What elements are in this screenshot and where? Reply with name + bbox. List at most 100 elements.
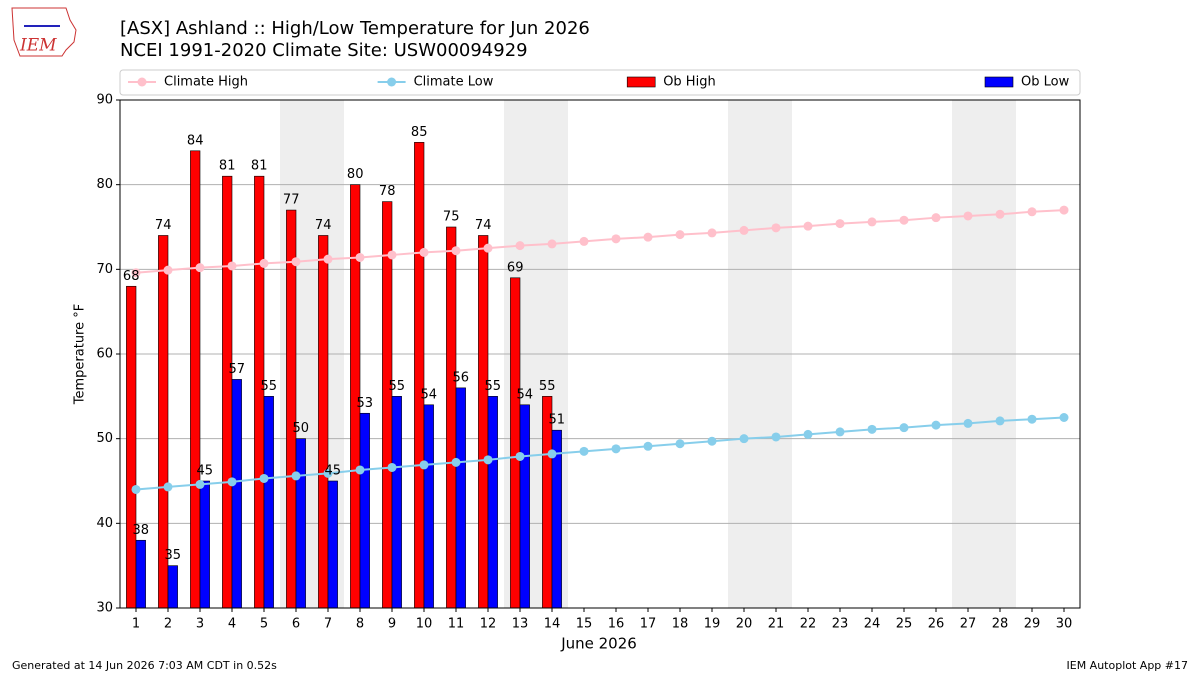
point [195,479,205,489]
value-label: 85 [411,125,428,140]
point [995,209,1005,219]
bar [263,396,274,609]
x-tick-label: 5 [260,617,268,632]
point [579,236,589,246]
point [547,239,557,249]
point [227,261,237,271]
point [451,457,461,467]
value-label: 55 [389,379,406,394]
x-tick-label: 16 [608,617,625,632]
chart-subtitle: NCEI 1991-2020 Climate Site: USW00094929 [120,40,528,61]
point [195,263,205,273]
value-label: 69 [507,260,524,275]
x-tick-label: 22 [800,617,817,632]
value-label: 84 [187,133,204,148]
point [355,465,365,475]
x-tick-label: 14 [544,617,561,632]
point [547,449,557,459]
value-label: 55 [261,379,278,394]
x-tick-label: 2 [164,617,172,632]
x-axis-label: June 2026 [560,635,637,653]
x-tick-label: 18 [672,617,689,632]
point [579,446,589,456]
bar [423,404,434,609]
x-tick-label: 6 [292,617,300,632]
point [387,462,397,472]
bar [135,539,146,609]
point [419,247,429,257]
y-tick-label: 70 [96,262,113,277]
bar [318,235,329,609]
value-label: 81 [219,159,236,174]
point [259,258,269,268]
legend: Climate High Climate Low Ob High Ob Low [128,75,1070,90]
value-label: 74 [155,218,172,233]
x-tick-label: 25 [896,617,913,632]
point [931,420,941,430]
bar [478,235,489,609]
point [707,228,717,238]
footer-right: IEM Autoplot App #17 [1067,659,1189,672]
x-tick-label: 12 [480,617,497,632]
point [867,424,877,434]
legend-swatch [137,77,147,87]
point [771,223,781,233]
point [1027,414,1037,424]
line [135,416,1065,491]
value-label: 56 [453,370,470,385]
x-tick-label: 20 [736,617,753,632]
legend-swatch [984,76,1014,88]
value-label: 74 [315,218,332,233]
point [643,441,653,451]
x-tick-label: 24 [864,617,881,632]
point [931,213,941,223]
point [227,477,237,487]
y-tick-label: 50 [96,431,113,446]
bar [455,387,466,609]
value-label: 57 [229,362,246,377]
point [483,455,493,465]
x-tick-label: 15 [576,617,593,632]
x-tick-label: 30 [1056,617,1073,632]
bar [446,226,457,609]
bar [222,175,233,609]
legend-label: Ob Low [1021,75,1070,90]
x-tick-label: 27 [960,617,977,632]
value-label: 55 [485,379,502,394]
bar [487,396,498,609]
bar [167,565,178,609]
point [771,432,781,442]
point [899,423,909,433]
x-tick-label: 17 [640,617,657,632]
point [963,418,973,428]
point [995,416,1005,426]
point [163,265,173,275]
bar [231,379,242,609]
point [707,436,717,446]
legend-label: Climate High [164,75,248,90]
y-tick-label: 90 [96,93,113,108]
y-tick-label: 60 [96,347,113,362]
bar [542,396,553,609]
point [867,217,877,227]
logo-outline [11,7,77,57]
y-tick-label: 30 [96,601,113,616]
point [483,243,493,253]
bar [519,404,530,609]
value-label: 51 [549,413,566,428]
value-label: 81 [251,159,268,174]
value-label: 75 [443,210,460,225]
value-label: 55 [539,379,556,394]
point [739,225,749,235]
point [899,215,909,225]
y-tick-label: 40 [96,516,113,531]
x-tick-label: 28 [992,617,1009,632]
point [1059,413,1069,422]
x-tick-label: 7 [324,617,332,632]
chart-title: [ASX] Ashland :: High/Low Temperature fo… [120,18,590,39]
point [291,471,301,481]
line [135,209,1065,274]
point [131,484,141,494]
bar [359,412,370,609]
